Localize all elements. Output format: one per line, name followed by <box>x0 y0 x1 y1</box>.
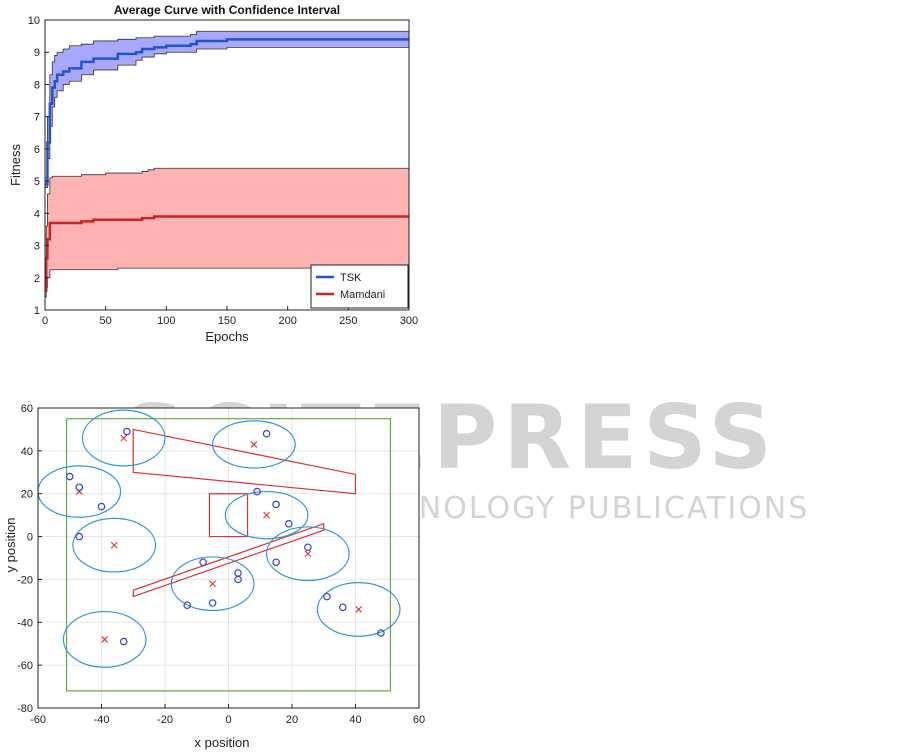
y-tick-label: 10 <box>28 15 40 27</box>
x-tick-label: 20 <box>286 714 298 726</box>
x-tick-label: 100 <box>157 315 175 327</box>
cluster-ellipse <box>266 526 350 582</box>
y-tick-label: 4 <box>34 208 40 220</box>
arena-boundary <box>65 418 392 692</box>
x-tick-label: 0 <box>225 714 231 726</box>
y-tick-label: 5 <box>34 176 40 188</box>
cluster-center-marker <box>101 636 109 643</box>
data-point <box>234 575 242 584</box>
cluster-center-marker <box>209 580 217 588</box>
cluster-center-marker <box>355 606 363 613</box>
cluster-center-marker <box>304 550 312 558</box>
x-tick-label: -60 <box>30 714 46 726</box>
data-point <box>272 500 280 509</box>
y-tick-label: -40 <box>17 617 33 629</box>
cluster <box>170 556 255 612</box>
x-tick-label: 50 <box>100 315 112 327</box>
cluster-ellipse <box>212 420 296 469</box>
y-tick-label: -20 <box>17 574 33 586</box>
line-mamdani <box>44 215 409 292</box>
cluster <box>316 582 401 637</box>
y-tick-label: 3 <box>34 241 40 253</box>
y-tick-label: -80 <box>17 703 33 715</box>
chart2-ylabel: y position <box>3 518 18 573</box>
chart1-ylabel: Fitness <box>8 144 23 186</box>
x-tick-label: 40 <box>349 714 361 726</box>
cluster-ellipse <box>62 610 147 668</box>
y-tick-label: 60 <box>21 403 33 415</box>
y-tick-label: 20 <box>21 489 33 501</box>
data-point <box>272 558 280 567</box>
x-tick-label: 250 <box>339 315 357 327</box>
cluster <box>224 487 309 540</box>
cluster-center-marker <box>110 541 118 549</box>
cluster <box>72 517 157 573</box>
x-tick-label: 60 <box>413 714 425 726</box>
data-point <box>253 487 261 496</box>
data-point <box>123 427 131 436</box>
chart2-xlabel: x position <box>195 735 250 750</box>
y-tick-label: 8 <box>34 79 40 91</box>
data-point <box>199 558 207 567</box>
cluster-ellipse <box>81 409 166 467</box>
cluster <box>81 409 166 467</box>
x-tick-label: 150 <box>218 315 236 327</box>
y-tick-label: -60 <box>17 660 33 672</box>
data-point <box>377 629 385 637</box>
obstacle-1 <box>132 428 357 495</box>
cluster-center-marker <box>120 434 128 442</box>
cluster-ellipse <box>170 556 255 612</box>
cluster <box>62 610 147 668</box>
data-point <box>323 592 331 601</box>
y-tick-label: 2 <box>34 273 40 285</box>
data-point <box>304 543 312 552</box>
data-point <box>262 429 271 438</box>
data-point <box>65 472 74 481</box>
x-tick-label: -20 <box>157 714 173 726</box>
y-tick-label: 7 <box>34 112 40 124</box>
chart1-xlabel: Epochs <box>205 329 249 344</box>
data-point <box>208 599 217 607</box>
chart1-title: Average Curve with Confidence Interval <box>114 3 340 17</box>
data-point <box>285 519 293 528</box>
data-point <box>183 601 192 609</box>
chart1-legend: TSK Mamdani <box>310 264 409 309</box>
obstacle-3 <box>132 522 325 598</box>
data-point <box>75 532 84 541</box>
legend-box <box>310 264 409 309</box>
data-point <box>75 483 84 492</box>
data-point <box>338 603 347 612</box>
cluster-ellipse <box>316 582 401 637</box>
y-tick-label: 1 <box>34 305 40 317</box>
cluster-center-marker <box>250 441 258 448</box>
legend-label-mamdani: Mamdani <box>340 289 385 301</box>
legend-label-tsk: TSK <box>340 272 362 284</box>
cluster <box>266 526 350 582</box>
data-point <box>97 502 106 511</box>
y-tick-label: 9 <box>34 47 40 59</box>
band-tsk <box>44 30 410 188</box>
y-tick-label: 0 <box>27 532 33 544</box>
cluster-ellipse <box>224 490 309 540</box>
cluster-center-marker <box>263 511 270 519</box>
cluster <box>212 420 296 469</box>
x-tick-label: 200 <box>278 315 296 327</box>
line-tsk <box>45 38 409 186</box>
x-tick-label: 0 <box>42 315 48 327</box>
x-tick-label: -40 <box>94 714 110 726</box>
y-tick-label: 6 <box>34 144 40 156</box>
data-point <box>119 637 128 646</box>
x-tick-label: 300 <box>400 315 418 327</box>
fitness-chart: 0 50 100 150 200 250 300 1 2 3 4 5 6 7 8 9 10 Average Cu… <box>8 3 418 344</box>
cluster-ellipse <box>72 517 157 573</box>
y-tick-label: 40 <box>21 446 33 458</box>
